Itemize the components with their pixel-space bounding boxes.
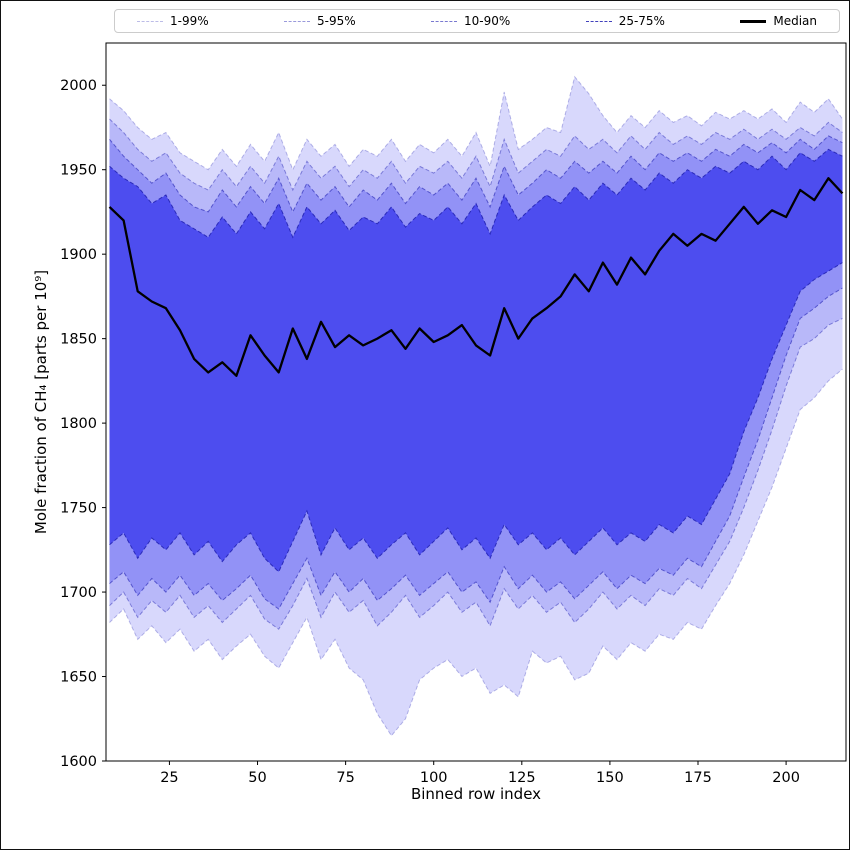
median-line: [108, 177, 844, 377]
band-line-sample-icon: [284, 20, 311, 22]
band-edge-upper-1-99: [109, 75, 843, 171]
band-line-sample-icon: [137, 20, 163, 22]
legend-label: 1-99%: [170, 14, 209, 28]
y-tick-label: 1700: [60, 585, 97, 601]
y-tick-label: 1650: [60, 670, 97, 686]
x-axis-label: Binned row index: [411, 785, 541, 803]
plot-frame: [105, 42, 847, 762]
legend-item-25-75: 25-75%: [585, 14, 665, 28]
x-tick-label: 50: [248, 770, 266, 786]
y-tick-label: 1800: [60, 416, 97, 432]
band-edge-upper-10-90: [109, 135, 843, 214]
band-edge-lower-10-90: [109, 287, 843, 610]
y-tick-label: 1750: [60, 501, 97, 517]
y-tick-label: 1950: [60, 163, 97, 179]
legend-item-10-90: 10-90%: [431, 14, 510, 28]
band-line-sample-icon: [585, 20, 612, 22]
legend-item-5-95: 5-95%: [284, 14, 356, 28]
x-tick-label: 175: [684, 770, 712, 786]
band-edge-lower-5-95: [109, 317, 843, 630]
x-tick-label: 200: [772, 770, 800, 786]
band-edge-lower-25-75: [109, 262, 843, 573]
legend-label: 5-95%: [317, 14, 356, 28]
legend: 1-99% 5-95% 10-90% 25-75% Median: [114, 9, 840, 33]
y-tick-label: 1850: [60, 332, 97, 348]
y-tick-label: 1900: [60, 247, 97, 263]
x-tick-label: 150: [596, 770, 624, 786]
x-tick-label: 25: [160, 770, 178, 786]
band-line-sample-icon: [431, 20, 458, 22]
x-tick-label: 75: [336, 770, 354, 786]
band-edge-lower-1-99: [109, 368, 843, 737]
band-edge-upper-25-75: [109, 148, 843, 239]
legend-label: 10-90%: [464, 14, 511, 28]
band-fill-25-75: [109, 149, 843, 572]
median-line-sample-icon: [740, 19, 767, 23]
y-axis-label: Mole fraction of CH₄ [parts per 10⁹]: [32, 270, 50, 534]
y-tick-label: 1600: [60, 754, 97, 770]
legend-item-median: Median: [740, 14, 817, 28]
band-edge-upper-5-95: [109, 118, 843, 192]
legend-label: Median: [773, 14, 817, 28]
y-tick-label: 2000: [60, 78, 97, 94]
x-tick-label: 125: [508, 770, 536, 786]
legend-label: 25-75%: [618, 14, 665, 28]
legend-item-1-99: 1-99%: [137, 14, 209, 28]
x-tick-label: 100: [420, 770, 448, 786]
